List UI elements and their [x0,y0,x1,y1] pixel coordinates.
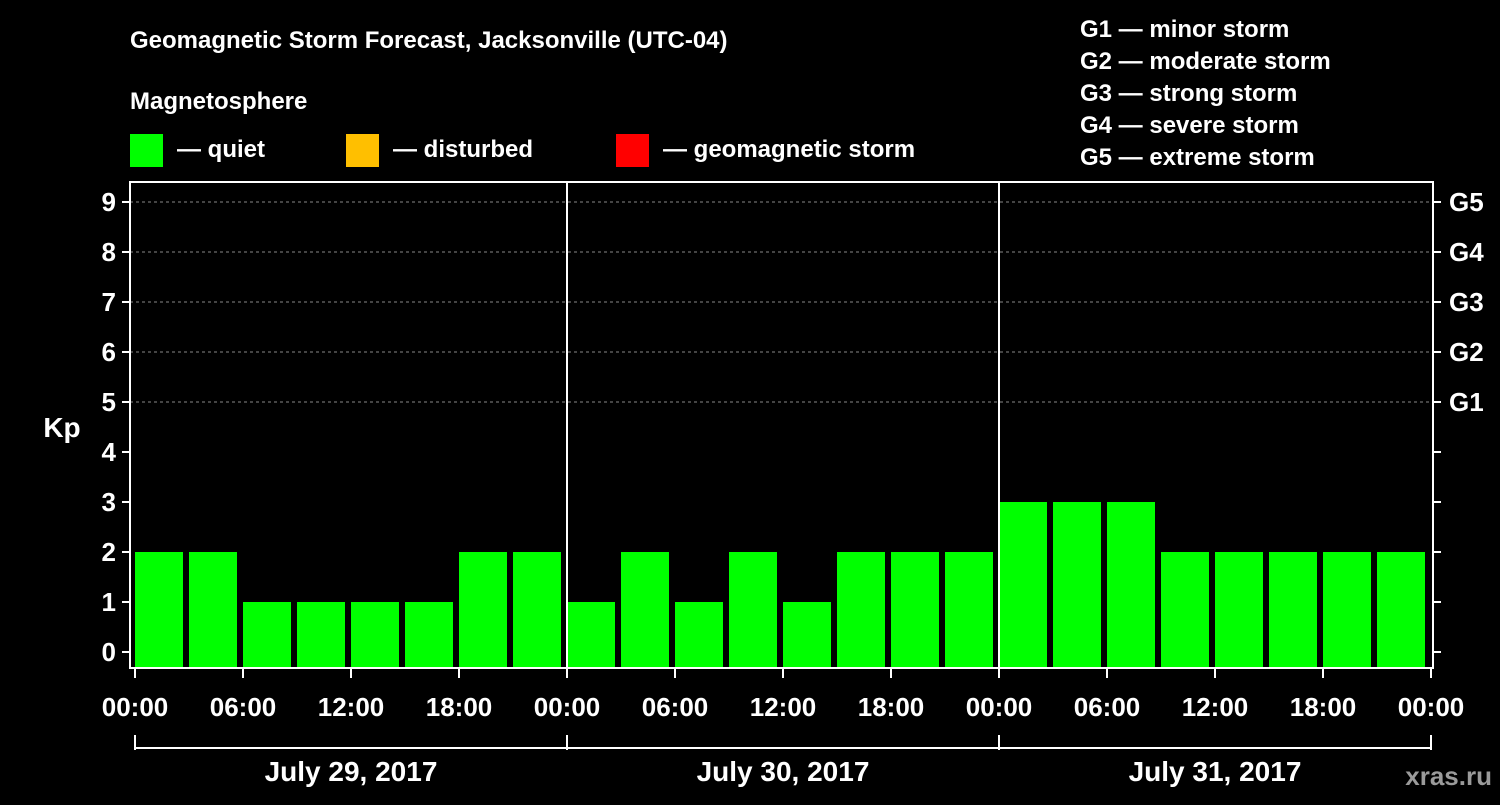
y-axis-label: Kp [43,412,80,443]
x-tick-label-0: 00:00 [102,692,169,722]
storm-scale-g5: G5 — extreme storm [1080,144,1315,171]
bar-5 [405,602,453,668]
y-tick-labels: 0 1 2 3 4 5 6 7 8 9 [102,187,117,667]
y-tick-label-7: 7 [102,287,116,317]
chart-title: Geomagnetic Storm Forecast, Jacksonville… [130,27,728,54]
bar-23 [1377,552,1425,668]
bar-14 [891,552,939,668]
plot-frame [129,181,1434,669]
bar-7 [513,552,561,668]
x-tick-label-11: 18:00 [1290,692,1357,722]
y-tick-label-4: 4 [102,437,117,467]
bar-9 [621,552,669,668]
storm-scale-g4: G4 — severe storm [1080,112,1299,139]
x-tick-label-6: 12:00 [750,692,817,722]
x-tick-label-5: 06:00 [642,692,709,722]
legend: — quiet — disturbed — geomagnetic storm [130,134,915,167]
day-label-2: July 31, 2017 [1129,756,1302,787]
bar-20 [1215,552,1263,668]
storm-scale-g2: G2 — moderate storm [1080,48,1331,75]
bar-22 [1323,552,1371,668]
g-tick-label-g5: G5 [1449,187,1484,217]
bar-13 [837,552,885,668]
x-tick-label-10: 12:00 [1182,692,1249,722]
bar-21 [1269,552,1317,668]
g-tick-label-g3: G3 [1449,287,1484,317]
x-tick-label-2: 12:00 [318,692,385,722]
bar-0 [135,552,183,668]
x-tick-label-12: 00:00 [1398,692,1465,722]
storm-scale-g1: G1 — minor storm [1080,16,1289,43]
x-tick-label-7: 18:00 [858,692,925,722]
bar-12 [783,602,831,668]
legend-label-quiet: — quiet [177,136,265,163]
bar-17 [1053,502,1101,668]
bar-11 [729,552,777,668]
axes [122,181,1441,750]
day-label-1: July 30, 2017 [697,756,870,787]
bar-6 [459,552,507,668]
y-tick-label-5: 5 [102,387,116,417]
legend-label-disturbed: — disturbed [393,136,533,163]
y-tick-label-6: 6 [102,337,116,367]
g-tick-label-g2: G2 [1449,337,1484,367]
legend-label-storm: — geomagnetic storm [663,136,915,163]
bar-3 [297,602,345,668]
x-tick-label-3: 18:00 [426,692,493,722]
y-tick-label-2: 2 [102,537,116,567]
bar-2 [243,602,291,668]
storm-scale-legend: G1 — minor storm G2 — moderate storm G3 … [1080,16,1331,171]
g-tick-label-g1: G1 [1449,387,1484,417]
legend-heading: Magnetosphere [130,88,307,115]
bar-18 [1107,502,1155,668]
legend-swatch-quiet [130,134,163,167]
bar-15 [945,552,993,668]
bar-1 [189,552,237,668]
y-tick-label-1: 1 [102,587,116,617]
legend-swatch-storm [616,134,649,167]
y-tick-label-0: 0 [102,637,116,667]
bar-10 [675,602,723,668]
y-tick-label-3: 3 [102,487,116,517]
bar-19 [1161,552,1209,668]
day-labels: July 29, 2017 July 30, 2017 July 31, 2017 [265,756,1302,787]
bar-8 [567,602,615,668]
x-tick-label-1: 06:00 [210,692,277,722]
x-tick-label-8: 00:00 [966,692,1033,722]
bar-4 [351,602,399,668]
legend-swatch-disturbed [346,134,379,167]
y-tick-label-8: 8 [102,237,116,267]
gridlines [130,201,1433,403]
watermark: xras.ru [1405,761,1492,791]
x-tick-label-4: 00:00 [534,692,601,722]
bar-16 [999,502,1047,668]
x-tick-label-9: 06:00 [1074,692,1141,722]
x-tick-labels: 00:00 06:00 12:00 18:00 00:00 06:00 12:00 18:00… [102,692,1465,722]
storm-scale-g3: G3 — strong storm [1080,80,1297,107]
bars [135,502,1425,668]
g-scale-tick-labels: G1 G2 G3 G4 G5 [1449,187,1484,417]
day-label-0: July 29, 2017 [265,756,438,787]
y-tick-label-9: 9 [102,187,116,217]
g-tick-label-g4: G4 [1449,237,1484,267]
